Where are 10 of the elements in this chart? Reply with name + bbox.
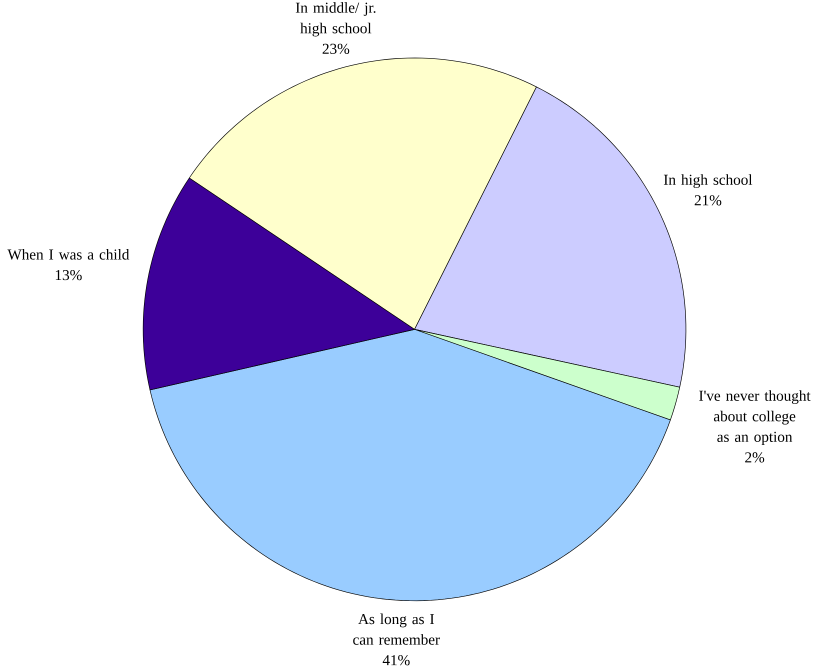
slice-label: In high school [664,174,752,188]
data-label: 21% [694,195,722,206]
slice-label: In middle/ jr. high school [296,2,376,37]
data-label: 41% [382,655,410,666]
slice-label: I've never thought about college as an option [699,390,811,446]
data-label: 23% [322,44,350,54]
data-label: 2% [745,452,764,463]
slice-label: When I was a child [7,249,130,260]
slice-label: As long as I can remember [353,614,440,645]
data-label: 13% [56,270,82,280]
